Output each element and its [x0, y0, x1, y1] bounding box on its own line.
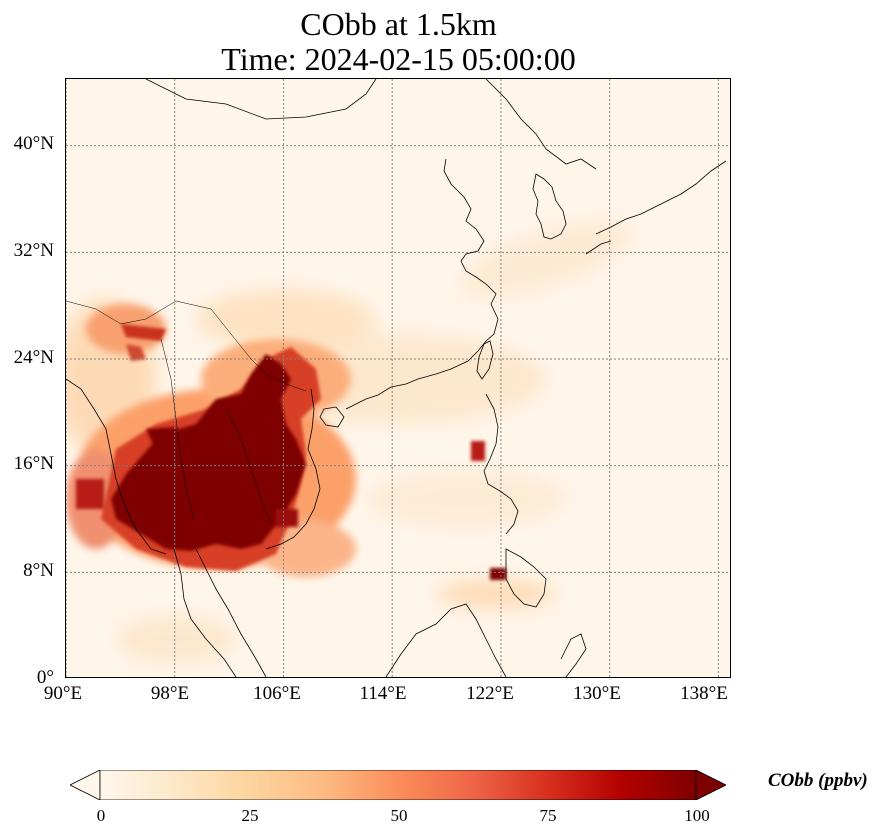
colorbar-tick-label: 0	[96, 806, 106, 825]
concentration-field	[66, 220, 633, 664]
lat-tick-label: 16°N	[13, 453, 54, 474]
colorbar-tick-label: 75	[539, 806, 557, 825]
colorbar-label: CObb (ppbv)	[768, 770, 868, 791]
lat-tick-label: 8°N	[23, 560, 54, 581]
lat-tick-label: 40°N	[13, 133, 54, 154]
lon-tick-label: 114°E	[359, 683, 407, 704]
colorbar-tick-label: 50	[390, 806, 408, 825]
lon-tick-label: 106°E	[253, 683, 301, 704]
lon-tick-label: 130°E	[573, 683, 621, 704]
lat-tick-label: 0°	[36, 667, 54, 688]
map-canvas	[66, 79, 730, 677]
colorbar-gradient	[70, 770, 726, 800]
lon-tick-label: 90°E	[43, 683, 83, 704]
lat-tick-label: 24°N	[13, 347, 54, 368]
map-title: CObb at 1.5km	[300, 6, 497, 42]
national-borders	[66, 300, 307, 525]
lat-tick-label: 32°N	[13, 240, 54, 261]
colorbar-body	[99, 770, 697, 800]
gridlines	[66, 79, 730, 677]
lon-tick-label: 98°E	[150, 683, 190, 704]
lon-tick-label: 138°E	[680, 683, 728, 704]
colorbar-tick-label: 100	[684, 806, 710, 825]
map-plot-area	[65, 78, 731, 678]
lon-tick-label: 122°E	[466, 683, 514, 704]
colorbar	[70, 770, 726, 800]
coastlines	[66, 79, 727, 677]
colorbar-extend-low	[70, 770, 101, 800]
colorbar-extend-high	[695, 770, 726, 800]
colorbar-tick-label: 25	[241, 806, 259, 825]
map-subtitle-time: Time: 2024-02-15 05:00:00	[221, 41, 576, 77]
